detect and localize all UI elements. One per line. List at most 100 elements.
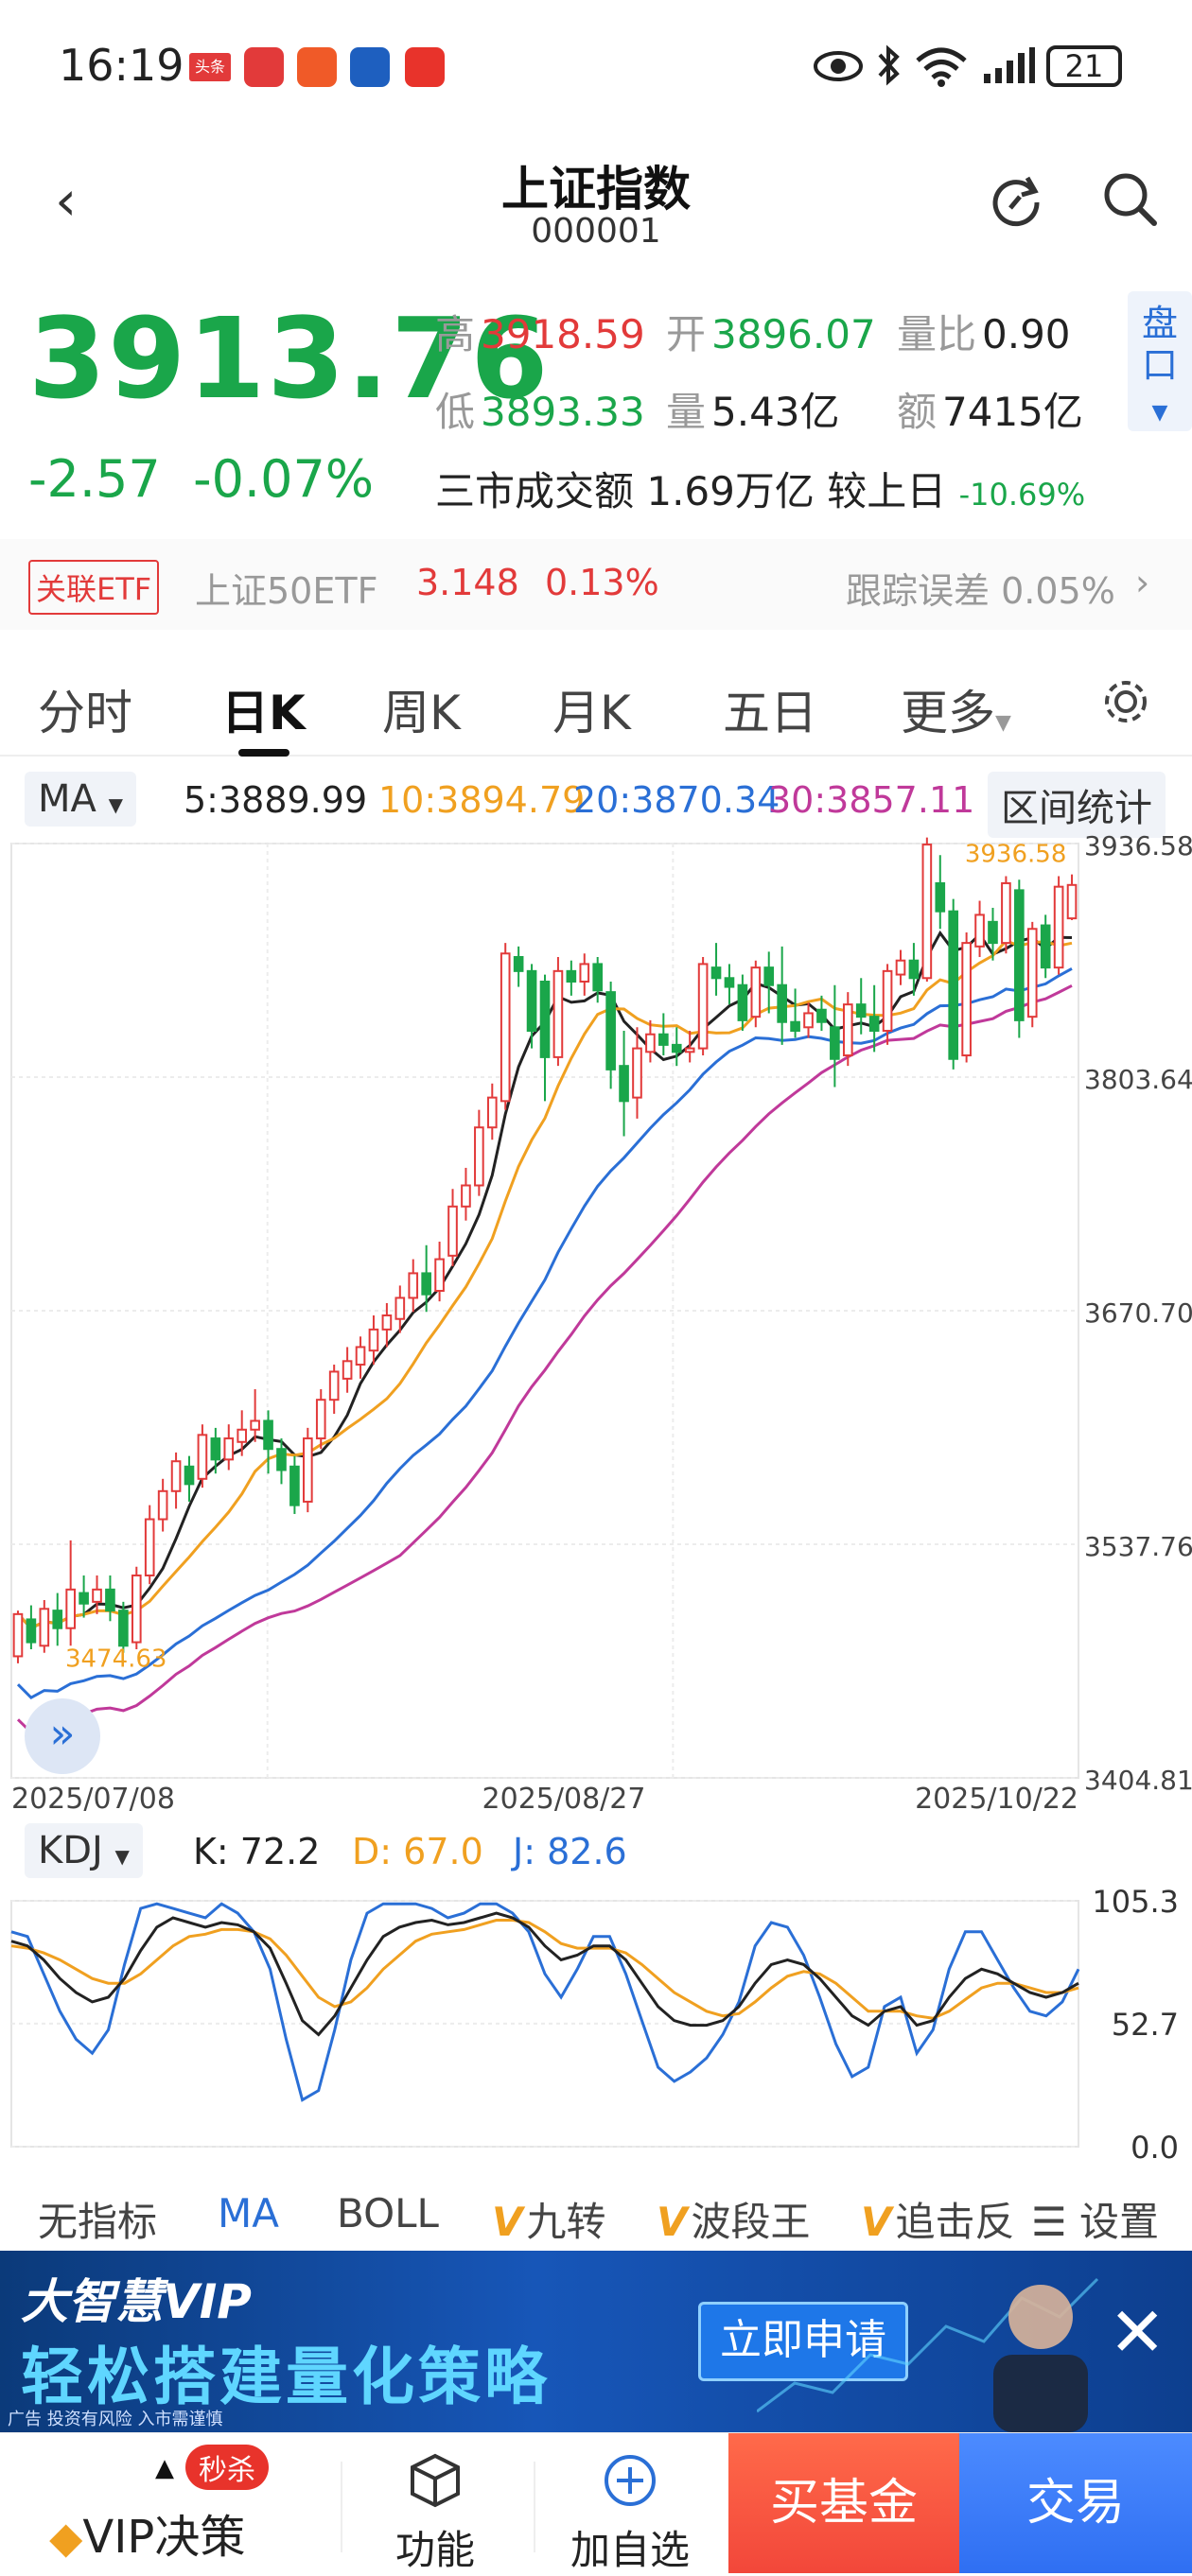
candle-body — [447, 1205, 458, 1257]
candle-body — [592, 963, 604, 992]
candle-body — [816, 1008, 827, 1023]
candle-body — [184, 1465, 195, 1486]
candle-body — [539, 980, 551, 1058]
candle-body — [645, 1033, 656, 1053]
candle-body — [315, 1399, 326, 1440]
caret-down-icon: ▼ — [108, 793, 123, 816]
candle-body — [434, 1258, 445, 1292]
tab-monthly-k[interactable]: 月K — [552, 686, 631, 740]
x-date-label: 2025/07/08 — [11, 1783, 175, 1816]
candle-body — [632, 1047, 642, 1099]
back-icon[interactable]: ‹ — [55, 168, 78, 233]
kdj-chart[interactable]: 105.3 52.7 0.0 — [0, 1882, 1192, 2166]
market-turnover: 三市成交额 1.69万亿 较上日 -10.69% — [435, 460, 1085, 517]
candle — [632, 1027, 642, 1119]
candle — [935, 855, 946, 930]
candle-body — [52, 1610, 63, 1629]
kdj-y-tick-label: 105.3 — [1092, 1884, 1179, 1920]
indicator-jiuzhuan[interactable]: V九转 — [492, 2190, 606, 2248]
kdj-selector[interactable]: KDJ ▼ — [25, 1823, 143, 1878]
banner-logo: 大智慧VIP — [21, 2274, 252, 2329]
vip-decision-button[interactable]: ◆VIP决策 — [49, 2499, 245, 2566]
candle — [710, 943, 722, 996]
ma-selector[interactable]: MA ▼ — [25, 772, 136, 827]
candle-body — [263, 1419, 273, 1451]
vol-ratio-label: 量比 — [897, 311, 977, 357]
candle — [539, 974, 551, 1102]
low-label: 低 — [435, 389, 476, 435]
tab-weekly-k[interactable]: 周K — [382, 686, 461, 740]
volume-label: 量 — [666, 389, 707, 435]
candle-body — [619, 1065, 629, 1103]
close-icon[interactable]: ✕ — [1109, 2292, 1166, 2372]
candle-body — [486, 1096, 498, 1129]
indicator-bar: 无指标 MA BOLL V九转 V波段王 V追击反 ☰ 设置 — [0, 2175, 1192, 2251]
candle — [948, 898, 959, 1070]
kdj-selector-label: KDJ — [38, 1829, 103, 1872]
kdj-d-line — [10, 1919, 1079, 2020]
related-etf-bar[interactable]: 关联ETF 上证50ETF 3.148 0.13% 跟踪误差 0.05% › — [0, 539, 1192, 630]
search-icon[interactable] — [1101, 170, 1162, 231]
candle — [263, 1410, 273, 1474]
kdj-y-tick-label: 52.7 — [1112, 2007, 1179, 2043]
amount-stat: 额 7415亿 — [897, 380, 1083, 438]
candle — [1001, 876, 1011, 954]
candle-body — [368, 1328, 379, 1352]
candle-body — [1001, 881, 1011, 945]
candle — [315, 1389, 326, 1450]
etf-name: 上证50ETF — [195, 570, 378, 612]
buy-fund-button[interactable]: 买基金 — [728, 2433, 959, 2573]
banner-slogan: 轻松搭建量化策略 — [21, 2341, 551, 2413]
candle-body — [461, 1184, 471, 1208]
active-tab-underline — [238, 749, 289, 757]
apply-now-button[interactable]: 立即申请 — [698, 2302, 908, 2381]
candle — [65, 1540, 76, 1646]
candle — [658, 1013, 669, 1056]
ma30-value: 30:3857.11 — [768, 779, 975, 821]
change-pct: -0.07% — [193, 449, 375, 509]
tab-daily-k[interactable]: 日K — [221, 686, 306, 740]
candle — [513, 946, 524, 987]
candle — [750, 960, 762, 1028]
candle-body — [79, 1592, 89, 1605]
refresh-icon[interactable] — [986, 170, 1046, 231]
signal-icon — [984, 47, 1035, 83]
candle-body — [421, 1272, 431, 1296]
tab-more[interactable]: 更多▼ — [901, 675, 1011, 743]
indicator-boduanwang[interactable]: V波段王 — [657, 2190, 811, 2248]
candle-body — [170, 1460, 182, 1492]
expand-chart-button[interactable]: » — [25, 1698, 100, 1774]
tab-intraday[interactable]: 分时 — [38, 686, 132, 740]
price-change: -2.57 -0.07% — [28, 449, 374, 509]
candle — [605, 981, 616, 1089]
candle — [842, 992, 853, 1067]
candle — [500, 943, 511, 1110]
candle — [394, 1285, 406, 1333]
indicator-none[interactable]: 无指标 — [38, 2199, 158, 2245]
gear-icon[interactable] — [1101, 677, 1150, 726]
indicator-boll[interactable]: BOLL — [337, 2190, 439, 2237]
status-bar: 16:19 头条 21 — [0, 0, 1192, 132]
candle — [157, 1478, 168, 1532]
tab-five-day[interactable]: 五日 — [723, 686, 817, 740]
low-stat: 低 3893.33 — [435, 380, 645, 438]
candle-body — [552, 969, 564, 1058]
candle-body — [381, 1314, 393, 1331]
candlestick-chart[interactable]: 3936.583803.643670.703537.763404.812025/… — [0, 832, 1192, 1816]
candle — [921, 837, 933, 982]
add-watchlist-button[interactable]: 加自选 — [564, 2452, 696, 2576]
function-button[interactable]: 功能 — [378, 2452, 492, 2576]
huawei-store-icon — [244, 47, 284, 87]
kdj-legend-row: KDJ ▼ K: 72.2 D: 67.0 J: 82.6 — [0, 1819, 1192, 1882]
range-stats-button[interactable]: 区间统计 — [988, 772, 1166, 838]
tracking-error: 跟踪误差 0.05% — [846, 570, 1115, 612]
trade-button[interactable]: 交易 — [959, 2433, 1192, 2573]
ad-banner[interactable]: 大智慧VIP 轻松搭建量化策略 立即申请 广告 投资有风险 入市需谨慎 ✕ — [0, 2251, 1192, 2432]
pankou-button[interactable]: 盘口 ▼ — [1128, 291, 1192, 431]
candle — [619, 1031, 629, 1137]
candle-body — [882, 969, 893, 1033]
indicator-settings-label: 设置 — [1079, 2199, 1160, 2245]
indicator-settings[interactable]: ☰ 设置 — [1031, 2190, 1159, 2248]
indicator-ma[interactable]: MA — [218, 2190, 279, 2237]
indicator-zhuijifan[interactable]: V追击反 — [861, 2190, 1015, 2248]
